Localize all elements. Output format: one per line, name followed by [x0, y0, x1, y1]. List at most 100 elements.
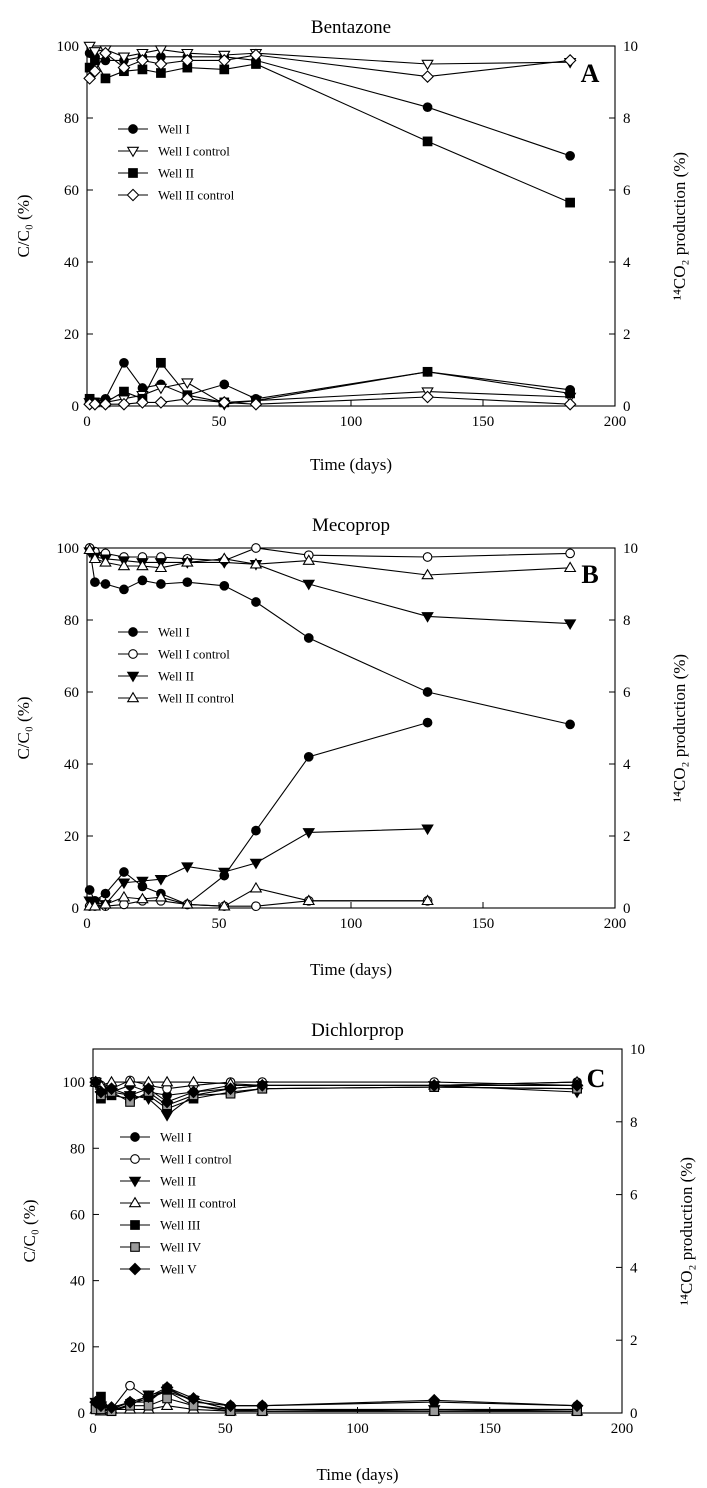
y2-tick-label: 2	[630, 1333, 638, 1349]
series-well-ii-control-left	[83, 46, 577, 85]
data-point	[119, 867, 129, 877]
data-point	[160, 1075, 174, 1087]
series-well-ii-control-right	[83, 390, 577, 411]
legend-item: Well II control	[120, 1196, 237, 1211]
y2-tick-label: 4	[630, 1260, 638, 1276]
legend-item: Well III	[120, 1218, 200, 1233]
y2-tick-label: 10	[630, 1042, 645, 1058]
panel-letter: A	[581, 59, 600, 88]
y2-axis-label: ¹⁴CO₂ production (%)	[677, 1157, 696, 1305]
y-tick-label: 80	[64, 111, 79, 127]
legend-label: Well I	[158, 625, 190, 640]
data-point	[302, 828, 316, 839]
data-point	[119, 386, 129, 397]
data-point	[422, 687, 433, 697]
y-tick-label: 20	[70, 1340, 85, 1356]
chart-title: Mecoprop	[312, 515, 390, 536]
data-point	[119, 357, 129, 368]
data-point	[187, 1075, 200, 1087]
data-point	[255, 1079, 269, 1092]
data-point	[94, 1085, 108, 1099]
y-tick-label: 100	[57, 39, 80, 55]
data-point	[302, 554, 316, 565]
legend-label: Well II	[158, 669, 194, 684]
data-point	[249, 48, 263, 62]
legend: Well I Well I control Well II Well II contr…	[118, 122, 235, 203]
data-point	[89, 1075, 103, 1089]
data-point	[181, 378, 194, 389]
data-point	[563, 54, 577, 67]
data-point	[117, 890, 131, 902]
legend-item: Well I control	[118, 647, 230, 662]
data-point	[249, 397, 263, 411]
data-point	[249, 858, 263, 870]
x-axis-label: Time (days)	[310, 960, 392, 979]
legend-item: Well II	[120, 1174, 196, 1189]
data-point	[421, 568, 434, 580]
legend-label: Well V	[160, 1262, 197, 1277]
y2-tick-label: 6	[630, 1188, 638, 1204]
data-point	[154, 561, 168, 573]
legend-label: Well I control	[158, 647, 230, 662]
y-tick-label: 80	[70, 1141, 85, 1157]
legend-label: Well I	[158, 122, 190, 137]
data-point	[142, 1390, 155, 1403]
series-well-v-left	[89, 1075, 584, 1109]
data-point	[100, 888, 111, 899]
data-point	[136, 559, 149, 571]
panel-letter: B	[581, 560, 598, 589]
data-point	[123, 1075, 137, 1087]
plot-frame	[86, 547, 616, 909]
legend-marker	[126, 188, 140, 202]
data-point	[422, 552, 433, 562]
x-tick-label: 0	[89, 1421, 97, 1437]
series-well-v-right	[89, 1381, 584, 1414]
legend-item: Well I	[118, 625, 190, 640]
data-point	[154, 45, 168, 56]
data-point	[219, 379, 230, 390]
x-tick-label: 200	[611, 1421, 634, 1437]
data-point	[90, 577, 100, 588]
series-well-ii-control-right	[83, 881, 434, 911]
data-point	[251, 901, 261, 912]
y2-tick-label: 8	[630, 1115, 638, 1131]
data-point	[136, 876, 149, 888]
data-point	[218, 867, 231, 879]
y-tick-label: 40	[64, 757, 79, 773]
data-point	[160, 1095, 174, 1109]
y2-tick-label: 4	[623, 757, 631, 773]
data-point	[421, 70, 434, 83]
panel-letter: C	[587, 1064, 606, 1093]
legend-item: Well I control	[120, 1152, 232, 1167]
legend-label: Well I control	[158, 144, 230, 159]
data-point	[180, 54, 194, 67]
legend: Well I Well I control Well II Well II contr…	[118, 625, 235, 706]
y2-tick-label: 0	[623, 901, 631, 917]
y-tick-label: 60	[64, 183, 79, 199]
data-point	[565, 150, 575, 161]
x-axis-label: Time (days)	[310, 455, 392, 474]
data-point	[181, 898, 194, 909]
y2-tick-label: 0	[630, 1406, 638, 1422]
data-point	[182, 577, 193, 588]
legend-item: Well I control	[118, 144, 230, 159]
x-tick-label: 200	[604, 916, 627, 932]
data-point	[136, 892, 149, 904]
legend-label: Well III	[160, 1218, 200, 1233]
legend-marker	[128, 1262, 142, 1276]
data-point	[422, 102, 433, 113]
data-point	[84, 885, 95, 895]
data-point	[181, 48, 194, 60]
data-point	[99, 898, 112, 909]
y-tick-label: 100	[57, 541, 80, 557]
data-point	[142, 1082, 155, 1096]
data-point	[99, 556, 112, 567]
legend-item: Well II	[118, 669, 194, 684]
data-point	[137, 575, 148, 586]
data-point	[83, 543, 96, 555]
y2-tick-label: 6	[623, 685, 631, 701]
data-point	[100, 73, 111, 84]
legend-marker	[128, 1196, 142, 1208]
